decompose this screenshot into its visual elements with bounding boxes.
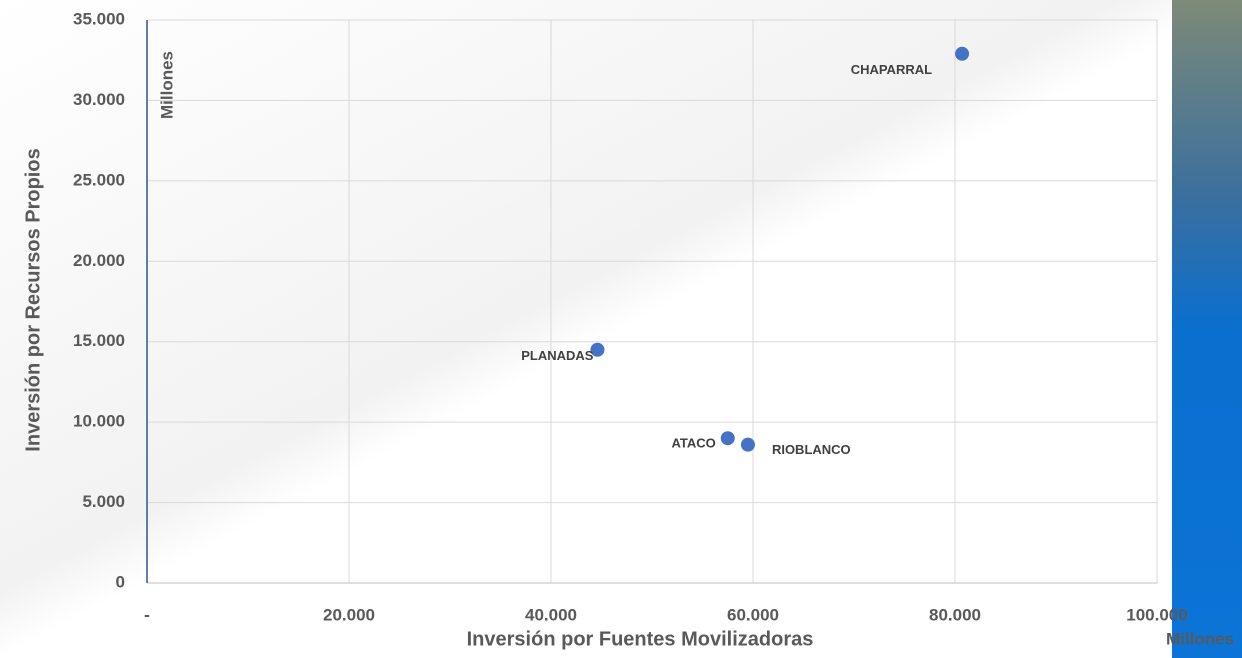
page: Inversión por Fuentes Movilizadoras Inve… bbox=[0, 0, 1242, 658]
side-image bbox=[1172, 0, 1242, 658]
point bbox=[721, 431, 735, 445]
x-tick-label: 80.000 bbox=[929, 605, 981, 624]
x-tick-label: 20.000 bbox=[323, 605, 375, 624]
y-tick-label: 35.000 bbox=[73, 9, 125, 28]
background bbox=[0, 0, 1242, 658]
x-axis-title: Inversión por Fuentes Movilizadoras bbox=[467, 628, 814, 650]
y-tick-label: 30.000 bbox=[73, 90, 125, 109]
x-tick-label: - bbox=[144, 605, 150, 624]
point-label: PLANADAS bbox=[521, 348, 594, 363]
x-unit: Millones bbox=[1166, 629, 1234, 648]
point-label: ATACO bbox=[671, 436, 715, 451]
y-tick-label: 20.000 bbox=[73, 251, 125, 270]
y-unit: Millones bbox=[157, 51, 176, 119]
x-tick-label: 60.000 bbox=[727, 605, 779, 624]
point bbox=[955, 47, 969, 61]
point bbox=[741, 438, 755, 452]
point-label: CHAPARRAL bbox=[851, 62, 932, 77]
y-tick-label: 0 bbox=[116, 572, 125, 591]
chart: Inversión por Fuentes Movilizadoras Inve… bbox=[0, 0, 1242, 658]
y-axis-title: Inversión por Recursos Propios bbox=[22, 148, 44, 451]
x-tick-label: 100.000 bbox=[1126, 605, 1187, 624]
x-tick-label: 40.000 bbox=[525, 605, 577, 624]
y-tick-label: 15.000 bbox=[73, 331, 125, 350]
y-tick-label: 10.000 bbox=[73, 412, 125, 431]
y-tick-label: 25.000 bbox=[73, 170, 125, 189]
point-label: RIOBLANCO bbox=[772, 442, 851, 457]
y-tick-label: 5.000 bbox=[82, 492, 125, 511]
